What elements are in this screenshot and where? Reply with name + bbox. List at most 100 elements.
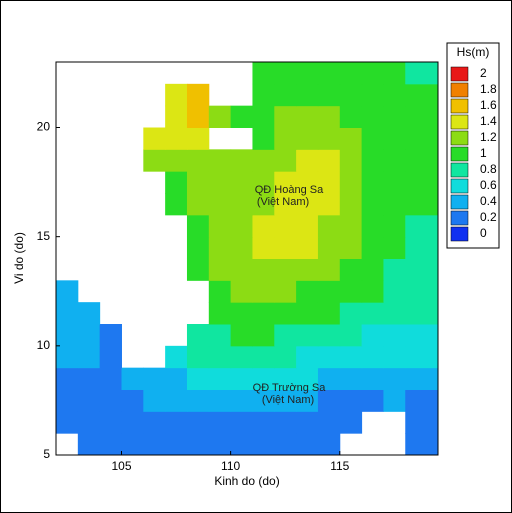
- cell: [296, 324, 319, 347]
- colorbar-swatch: [450, 130, 469, 146]
- cell: [317, 105, 341, 128]
- cell: [186, 83, 210, 107]
- cell: [77, 302, 101, 325]
- cell: [252, 171, 275, 194]
- cell: [208, 389, 232, 412]
- cell: [186, 324, 210, 347]
- cell: [143, 433, 166, 456]
- cell: [208, 258, 232, 281]
- cell: [383, 214, 406, 238]
- cell: [317, 258, 341, 281]
- cell: [252, 214, 275, 238]
- cell: [56, 367, 79, 390]
- colorbar-swatch: [450, 226, 469, 242]
- cell: [317, 367, 341, 390]
- colorbar-label: 0.2: [480, 210, 497, 224]
- cell: [165, 345, 188, 369]
- cell: [230, 280, 253, 303]
- cell: [339, 105, 363, 128]
- cell: [296, 105, 319, 128]
- annotation: (Việt Nam): [262, 394, 314, 406]
- cell: [99, 411, 122, 434]
- cell: [143, 127, 166, 150]
- colorbar-swatch: [450, 98, 469, 114]
- cell: [56, 324, 79, 347]
- cell: [405, 214, 439, 238]
- colorbar-swatch: [450, 178, 469, 194]
- cell: [77, 367, 101, 390]
- cell: [252, 258, 275, 281]
- cell: [405, 105, 439, 128]
- annotation: QĐ Trường Sa: [253, 382, 327, 394]
- cell: [252, 367, 275, 390]
- y-tick-label: 20: [37, 120, 51, 134]
- cell: [186, 367, 210, 390]
- cell: [383, 62, 406, 85]
- cell: [165, 367, 188, 390]
- cell: [361, 149, 384, 172]
- cell: [186, 236, 210, 259]
- cell: [361, 389, 384, 412]
- cell: [405, 280, 439, 303]
- x-tick-label: 105: [111, 459, 131, 473]
- cell: [165, 83, 188, 107]
- colorbar-label: 0.8: [480, 162, 497, 176]
- cell: [99, 389, 122, 412]
- cell: [208, 324, 232, 347]
- cell: [361, 193, 384, 216]
- cell: [77, 411, 101, 434]
- cell: [339, 258, 363, 281]
- cell: [165, 193, 188, 216]
- cell: [208, 193, 232, 216]
- cell: [165, 411, 188, 434]
- cell: [274, 280, 297, 303]
- cell: [405, 411, 439, 434]
- cell: [405, 367, 439, 390]
- cell: [56, 345, 79, 369]
- cell: [230, 214, 253, 238]
- cell: [121, 367, 144, 390]
- cell: [143, 389, 166, 412]
- cell: [77, 389, 101, 412]
- cell: [99, 367, 122, 390]
- cell: [56, 389, 79, 412]
- y-axis-label: Vi do (do): [12, 232, 26, 284]
- cell: [296, 389, 319, 412]
- cell: [296, 302, 319, 325]
- colorbar-swatch: [450, 82, 469, 98]
- cell: [317, 345, 341, 369]
- cell: [339, 324, 363, 347]
- cell: [121, 411, 144, 434]
- cell: [339, 411, 363, 434]
- cell: [208, 280, 232, 303]
- cell: [361, 83, 384, 107]
- cell: [405, 324, 439, 347]
- colorbar-swatch: [450, 162, 469, 178]
- cell: [339, 193, 363, 216]
- cell: [296, 367, 319, 390]
- cell: [339, 389, 363, 412]
- cell: [186, 214, 210, 238]
- cell: [252, 193, 275, 216]
- cell: [274, 302, 297, 325]
- cell: [339, 214, 363, 238]
- cell: [361, 258, 384, 281]
- cell: [317, 214, 341, 238]
- cell: [383, 171, 406, 194]
- colorbar-label: 1.4: [480, 114, 497, 128]
- cell: [186, 149, 210, 172]
- cell: [274, 214, 297, 238]
- y-tick-label: 15: [37, 229, 51, 243]
- cell: [296, 214, 319, 238]
- cell: [296, 193, 319, 216]
- cell: [317, 149, 341, 172]
- cell: [339, 367, 363, 390]
- cell: [252, 83, 275, 107]
- cell: [186, 171, 210, 194]
- cell: [405, 149, 439, 172]
- cell: [296, 258, 319, 281]
- cell: [186, 433, 210, 456]
- cell: [296, 433, 319, 456]
- y-tick-label: 5: [43, 447, 50, 461]
- colorbar-label: 0.6: [480, 178, 497, 192]
